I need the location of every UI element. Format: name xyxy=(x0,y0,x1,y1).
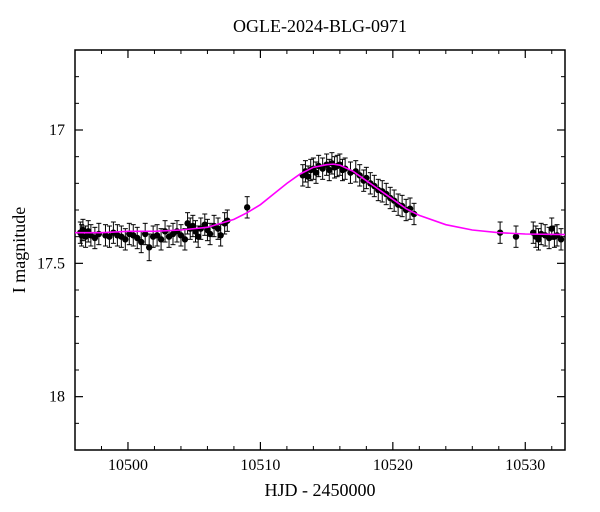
y-tick-label: 18 xyxy=(49,389,65,406)
chart-title: OGLE-2024-BLG-0971 xyxy=(233,16,407,36)
chart-svg: OGLE-2024-BLG-0971 HJD - 2450000 I magnitu… xyxy=(0,0,600,512)
lightcurve-chart: OGLE-2024-BLG-0971 HJD - 2450000 I magnitu… xyxy=(0,0,600,512)
x-tick-label: 10510 xyxy=(240,457,280,474)
x-axis-label: HJD - 2450000 xyxy=(265,480,376,500)
y-tick-label: 17.5 xyxy=(37,255,65,272)
y-axis-label: I magnitude xyxy=(9,207,29,293)
x-tick-label: 10500 xyxy=(108,457,148,474)
x-tick-label: 10520 xyxy=(373,457,413,474)
x-tick-label: 10530 xyxy=(505,457,545,474)
y-tick-label: 17 xyxy=(49,122,65,139)
